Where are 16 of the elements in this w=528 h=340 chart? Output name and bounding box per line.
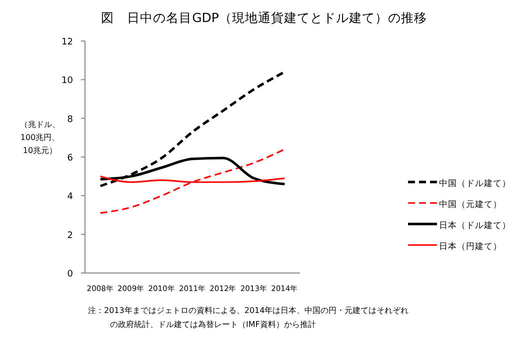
legend-label: 中国（ドル建て） bbox=[439, 178, 511, 189]
line-series bbox=[100, 148, 286, 214]
y-tick-label: 12 bbox=[62, 38, 73, 48]
y-tick-label: 8 bbox=[67, 114, 74, 125]
legend-label: 日本（円建て） bbox=[439, 241, 502, 252]
y-tick-label: 6 bbox=[67, 154, 74, 164]
y-axis-title: （兆ドル、 100兆円、 10兆元） bbox=[20, 120, 60, 155]
legend-label: 中国（元建て） bbox=[439, 199, 502, 210]
line-series bbox=[99, 70, 286, 188]
text: 注：2013年まではジェトロの資料による、2014年は日本、中国の円・元建てはそれぞれの政府統計、ドル建ては為替レート（IMF資料）から推計 bbox=[88, 306, 409, 329]
y-tick-label: 2 bbox=[67, 230, 73, 241]
y-tick-label: 4 bbox=[67, 192, 74, 202]
y-tick-label: 10 bbox=[62, 76, 74, 86]
y-tick-label: 0 bbox=[67, 270, 74, 280]
legend-label: 日本（ドル建て） bbox=[439, 220, 511, 231]
chart-title: 図 日中の名目GDP（現地通貨建てとドル建て）の推移 bbox=[101, 10, 427, 25]
